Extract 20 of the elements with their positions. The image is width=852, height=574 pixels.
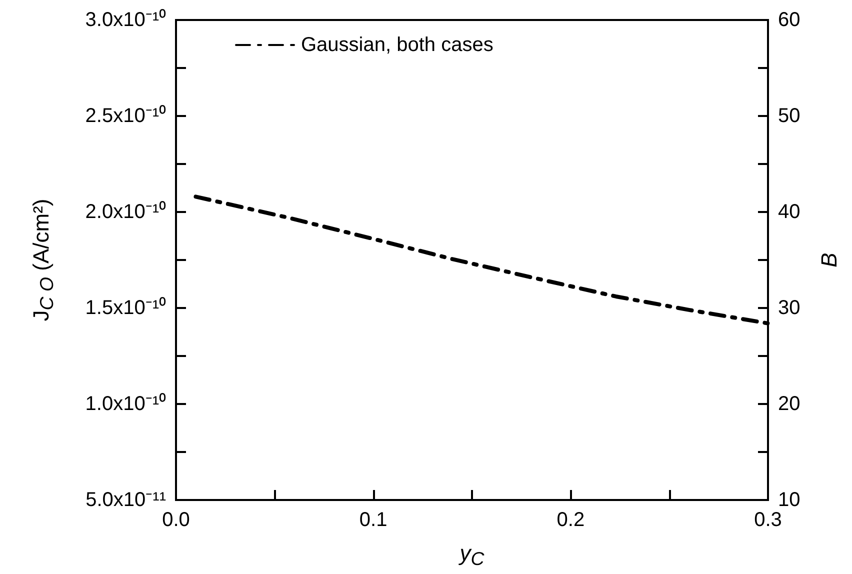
y-axis-title: JC O (A/cm²) <box>28 198 57 322</box>
x-tick-label: 0.0 <box>162 509 190 531</box>
x-tick-label: 0.1 <box>359 509 388 531</box>
y-tick-label: 2.0x10⁻¹⁰ <box>85 200 166 223</box>
x-tick-label: 0.3 <box>754 509 782 531</box>
y2-tick-label: 40 <box>778 201 800 223</box>
y-tick-label: 1.5x10⁻¹⁰ <box>85 296 166 319</box>
y2-axis-title: B <box>816 252 842 268</box>
y2-tick-label: 30 <box>778 297 800 319</box>
x-tick-label: 0.2 <box>556 509 585 531</box>
y2-tick-label: 10 <box>778 489 800 511</box>
legend-label: Gaussian, both cases <box>301 34 494 56</box>
y2-tick-label: 50 <box>778 105 800 127</box>
line-series <box>194 194 770 326</box>
y-tick-label: 3.0x10⁻¹⁰ <box>85 8 166 31</box>
y-tick-label: 2.5x10⁻¹⁰ <box>85 104 166 127</box>
y-tick-label: 5.0x10⁻¹¹ <box>86 489 166 511</box>
y-tick-label: 1.0x10⁻¹⁰ <box>85 392 166 415</box>
y2-tick-label: 60 <box>778 9 800 31</box>
y2-tick-label: 20 <box>778 393 800 415</box>
